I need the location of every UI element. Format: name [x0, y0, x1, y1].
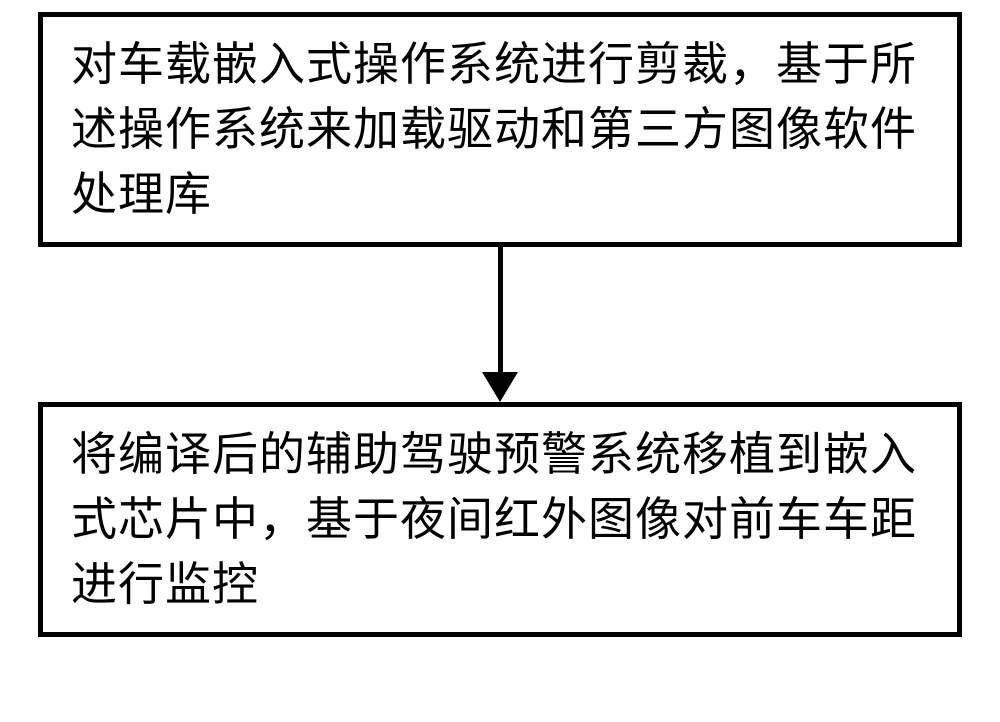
flowchart-arrow-head-icon — [482, 372, 518, 402]
flowchart-node-1-text: 对车载嵌入式操作系统进行剪裁，基于所述操作系统来加载驱动和第三方图像软件处理库 — [71, 32, 935, 228]
flowchart-node-2: 将编译后的辅助驾驶预警系统移植到嵌入式芯片中，基于夜间红外图像对前车车距进行监控 — [38, 402, 962, 637]
flowchart-node-2-text: 将编译后的辅助驾驶预警系统移植到嵌入式芯片中，基于夜间红外图像对前车车距进行监控 — [71, 422, 935, 618]
flowchart-canvas: 对车载嵌入式操作系统进行剪裁，基于所述操作系统来加载驱动和第三方图像软件处理库 … — [0, 0, 1000, 722]
flowchart-node-1: 对车载嵌入式操作系统进行剪裁，基于所述操作系统来加载驱动和第三方图像软件处理库 — [38, 12, 962, 247]
flowchart-arrow-line — [498, 247, 503, 382]
